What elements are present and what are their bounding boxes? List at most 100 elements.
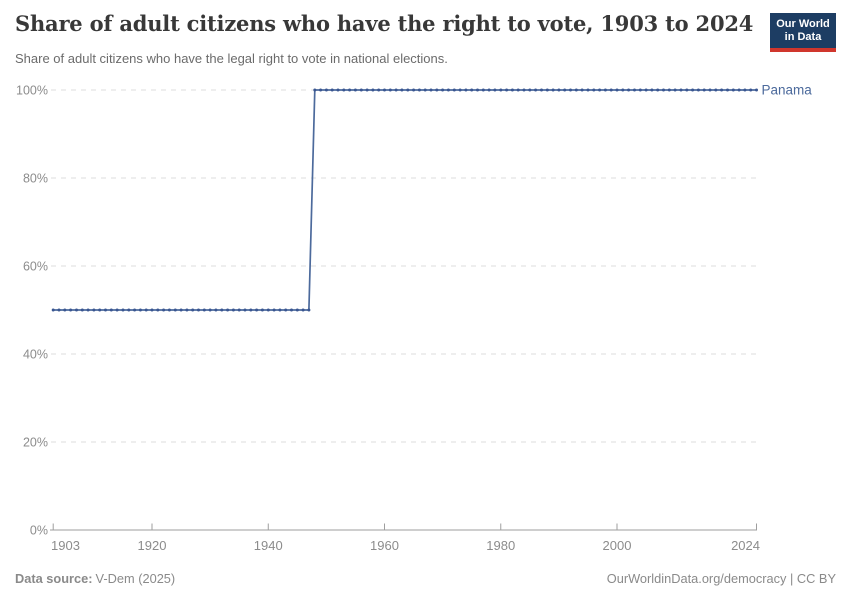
data-point[interactable] xyxy=(109,308,113,312)
data-point[interactable] xyxy=(115,308,119,312)
data-point[interactable] xyxy=(633,88,636,92)
data-point[interactable] xyxy=(691,88,695,92)
data-point[interactable] xyxy=(673,88,677,92)
data-point[interactable] xyxy=(394,88,398,92)
data-point[interactable] xyxy=(685,88,689,92)
data-point[interactable] xyxy=(313,88,317,92)
data-point[interactable] xyxy=(173,308,177,312)
data-point[interactable] xyxy=(481,88,485,92)
data-point[interactable] xyxy=(510,88,514,92)
data-point[interactable] xyxy=(702,88,706,92)
data-point[interactable] xyxy=(220,308,224,312)
data-point[interactable] xyxy=(563,88,567,92)
data-point[interactable] xyxy=(749,88,753,92)
data-point[interactable] xyxy=(679,88,683,92)
data-point[interactable] xyxy=(592,88,596,92)
data-point[interactable] xyxy=(423,88,427,92)
data-point[interactable] xyxy=(260,308,264,312)
data-point[interactable] xyxy=(516,88,520,92)
data-point[interactable] xyxy=(441,88,445,92)
data-point[interactable] xyxy=(714,88,718,92)
data-point[interactable] xyxy=(284,308,288,312)
data-point[interactable] xyxy=(92,308,96,312)
citation-link[interactable]: OurWorldinData.org/democracy | CC BY xyxy=(606,571,836,586)
data-point[interactable] xyxy=(290,308,293,312)
data-point[interactable] xyxy=(720,88,724,92)
data-point[interactable] xyxy=(755,88,758,92)
data-point[interactable] xyxy=(609,88,613,92)
data-point[interactable] xyxy=(127,308,131,312)
data-point[interactable] xyxy=(470,88,474,92)
data-point[interactable] xyxy=(429,88,433,92)
data-point[interactable] xyxy=(319,88,323,92)
data-point[interactable] xyxy=(644,88,648,92)
data-point[interactable] xyxy=(400,88,404,92)
data-point[interactable] xyxy=(324,88,328,92)
data-point[interactable] xyxy=(214,308,218,312)
data-point[interactable] xyxy=(464,88,468,92)
data-point[interactable] xyxy=(540,88,543,92)
data-point[interactable] xyxy=(667,88,671,92)
data-point[interactable] xyxy=(708,88,712,92)
data-point[interactable] xyxy=(412,88,416,92)
data-point[interactable] xyxy=(435,88,439,92)
data-point[interactable] xyxy=(51,308,55,312)
data-point[interactable] xyxy=(365,88,369,92)
series-entity-label[interactable]: Panama xyxy=(762,83,813,98)
data-point[interactable] xyxy=(505,88,509,92)
data-point[interactable] xyxy=(638,88,642,92)
data-point[interactable] xyxy=(615,88,619,92)
data-point[interactable] xyxy=(144,308,148,312)
data-point[interactable] xyxy=(208,308,212,312)
data-point[interactable] xyxy=(121,308,125,312)
data-point[interactable] xyxy=(586,88,590,92)
data-point[interactable] xyxy=(580,88,584,92)
data-point[interactable] xyxy=(499,88,503,92)
data-point[interactable] xyxy=(417,88,421,92)
data-point[interactable] xyxy=(452,88,456,92)
data-point[interactable] xyxy=(650,88,654,92)
data-point[interactable] xyxy=(301,308,305,312)
data-point[interactable] xyxy=(545,88,549,92)
data-point[interactable] xyxy=(522,88,526,92)
data-point[interactable] xyxy=(696,88,700,92)
data-point[interactable] xyxy=(185,308,189,312)
data-point[interactable] xyxy=(69,308,73,312)
data-point[interactable] xyxy=(104,308,107,312)
data-point[interactable] xyxy=(226,308,230,312)
data-point[interactable] xyxy=(86,308,90,312)
data-point[interactable] xyxy=(237,308,241,312)
data-point[interactable] xyxy=(353,88,357,92)
data-point[interactable] xyxy=(249,308,253,312)
data-point[interactable] xyxy=(731,88,735,92)
data-point[interactable] xyxy=(377,88,381,92)
data-point[interactable] xyxy=(138,308,142,312)
data-point[interactable] xyxy=(487,88,491,92)
series-line-panama[interactable] xyxy=(53,89,757,311)
data-point[interactable] xyxy=(295,308,299,312)
data-point[interactable] xyxy=(150,308,154,312)
data-point[interactable] xyxy=(726,88,729,92)
data-point[interactable] xyxy=(191,308,195,312)
data-point[interactable] xyxy=(307,308,311,312)
data-point[interactable] xyxy=(359,88,363,92)
data-point[interactable] xyxy=(621,88,625,92)
data-point[interactable] xyxy=(737,88,741,92)
data-point[interactable] xyxy=(388,88,392,92)
data-point[interactable] xyxy=(57,308,61,312)
data-point[interactable] xyxy=(162,308,166,312)
data-point[interactable] xyxy=(156,308,160,312)
data-point[interactable] xyxy=(197,308,200,312)
data-point[interactable] xyxy=(476,88,479,92)
data-point[interactable] xyxy=(255,308,259,312)
data-point[interactable] xyxy=(80,308,84,312)
data-point[interactable] xyxy=(266,308,270,312)
data-point[interactable] xyxy=(528,88,532,92)
data-point[interactable] xyxy=(98,308,102,312)
data-point[interactable] xyxy=(534,88,538,92)
data-point[interactable] xyxy=(662,88,665,92)
data-point[interactable] xyxy=(336,88,340,92)
data-point[interactable] xyxy=(493,88,497,92)
data-point[interactable] xyxy=(133,308,137,312)
data-point[interactable] xyxy=(551,88,555,92)
